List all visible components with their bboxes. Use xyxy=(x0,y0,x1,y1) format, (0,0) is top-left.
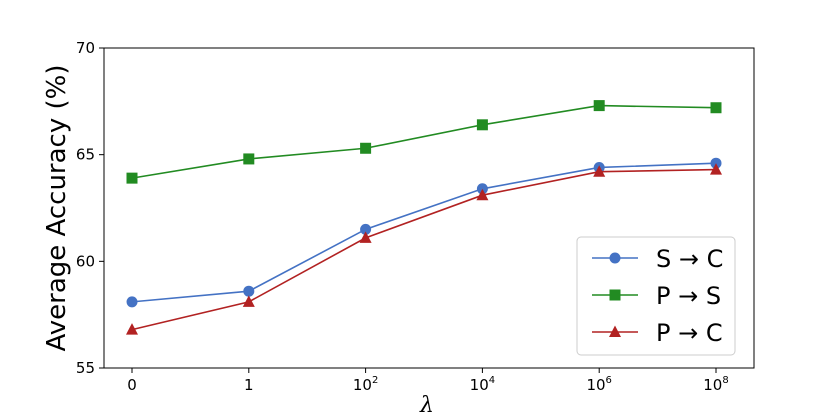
legend-item: P → S xyxy=(592,282,721,310)
x-axis-ticks: 0 1 102 104 106 108 xyxy=(127,368,729,394)
x-tick-label: 1 xyxy=(244,376,254,394)
y-tick-label: 65 xyxy=(76,146,95,164)
data-point xyxy=(126,323,138,335)
legend-label: S → C xyxy=(656,245,723,273)
x-tick-label: 102 xyxy=(353,375,378,394)
series-line xyxy=(131,162,717,303)
x-tick-label: 0 xyxy=(127,376,137,394)
plot-marks xyxy=(126,100,722,335)
data-point xyxy=(593,100,605,112)
y-tick-label: 55 xyxy=(76,359,95,377)
data-point xyxy=(710,163,722,175)
data-point xyxy=(360,223,372,235)
x-tick-label: 106 xyxy=(586,375,611,394)
legend-item: S → C xyxy=(592,245,723,273)
legend-label: P → C xyxy=(656,319,723,347)
data-point xyxy=(593,165,606,177)
y-axis-ticks: 55 60 65 70 xyxy=(76,39,104,377)
data-point xyxy=(360,142,372,154)
data-point xyxy=(476,119,488,131)
data-point xyxy=(126,296,138,308)
legend-marker xyxy=(609,289,621,301)
data-point xyxy=(243,153,255,165)
legend-item: P → C xyxy=(592,319,723,347)
data-point xyxy=(243,285,255,297)
series-1 xyxy=(126,157,722,308)
series-3 xyxy=(126,163,722,335)
x-tick-label: 108 xyxy=(703,375,728,394)
data-point xyxy=(359,231,372,243)
legend: S → C P → S P → C xyxy=(576,236,736,356)
data-point xyxy=(710,102,722,114)
series-line xyxy=(131,168,717,331)
y-axis-label: Average Accuracy (%) xyxy=(42,65,72,352)
x-tick-label: 104 xyxy=(470,375,495,394)
series-line xyxy=(131,104,717,179)
series-2 xyxy=(126,100,722,184)
y-tick-label: 60 xyxy=(76,252,95,270)
legend-marker xyxy=(609,252,621,264)
data-point xyxy=(242,295,255,307)
y-tick-label: 70 xyxy=(76,39,95,57)
data-point xyxy=(476,188,489,201)
legend-label: P → S xyxy=(656,282,721,310)
legend-marker xyxy=(609,325,621,337)
data-point xyxy=(126,172,138,184)
x-axis-label: λ xyxy=(419,393,434,415)
plot-frame xyxy=(103,47,755,369)
legend-box xyxy=(576,236,736,356)
